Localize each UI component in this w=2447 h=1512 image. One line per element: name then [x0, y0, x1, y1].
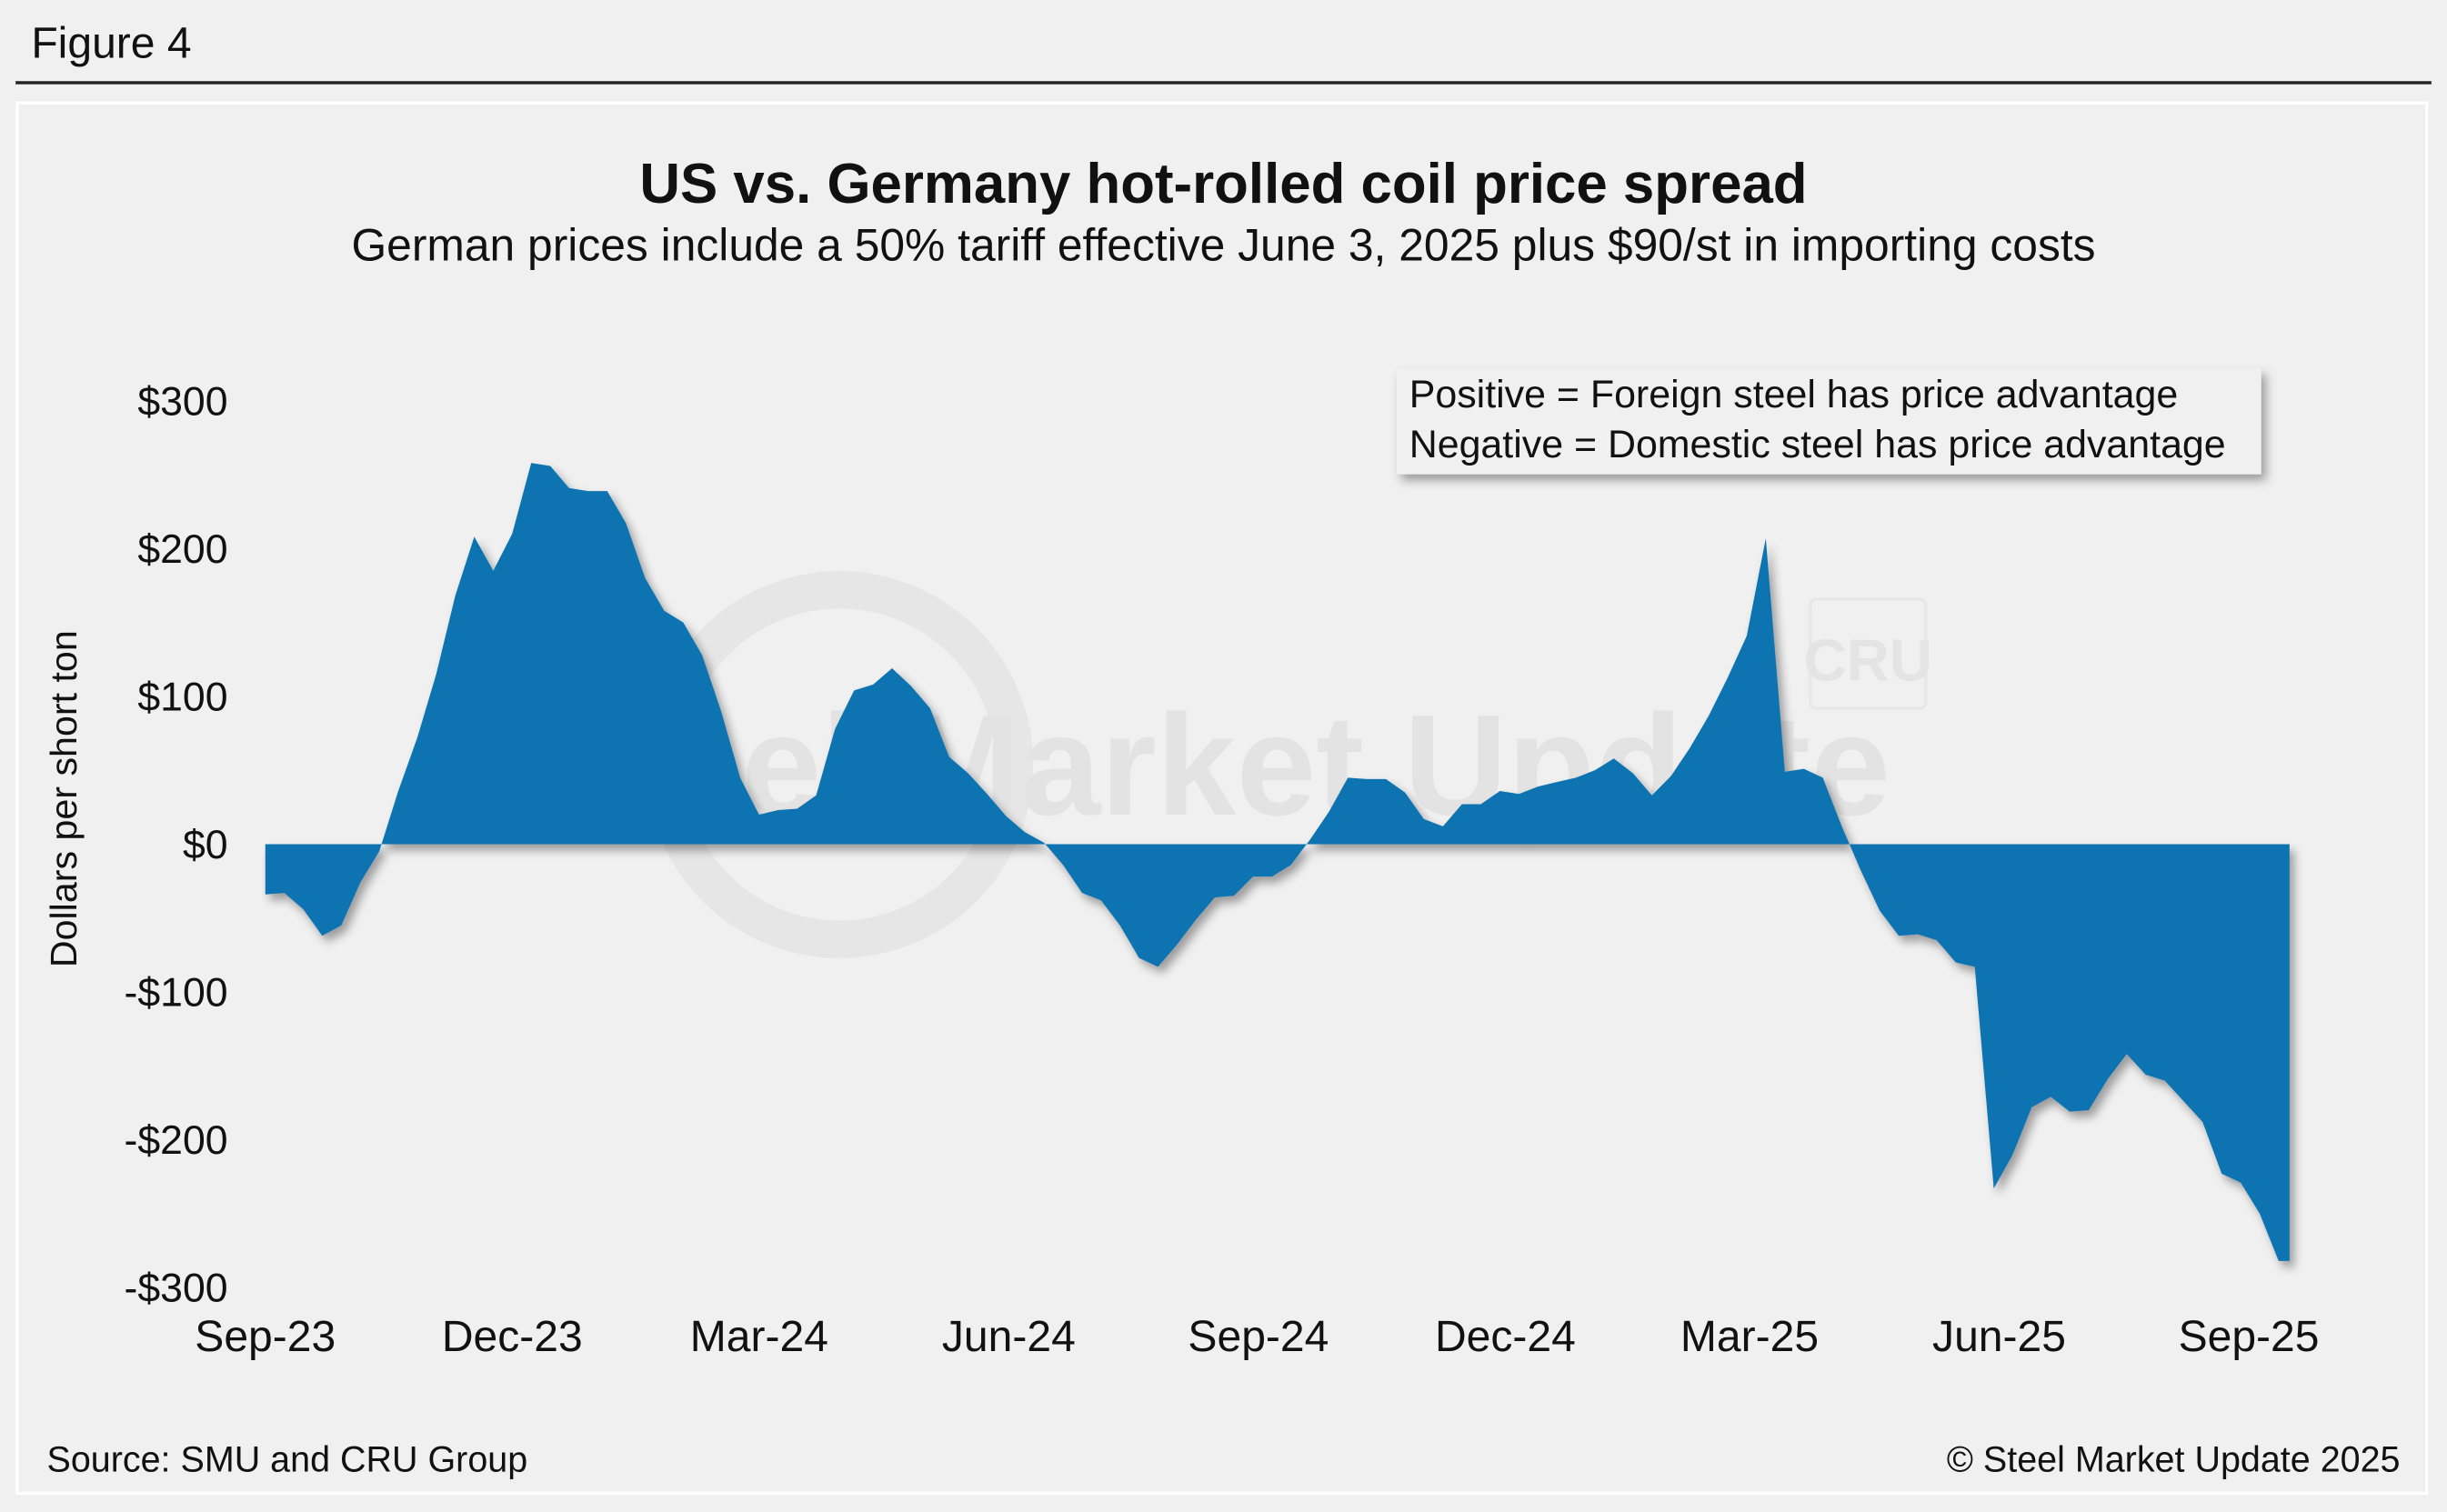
legend-positive: Positive = Foreign steel has price advan… [1409, 373, 2179, 417]
x-tick-label: Jun-24 [942, 1313, 1076, 1361]
figure-label: Figure 4 [31, 18, 192, 67]
y-tick-label: $0 [183, 823, 228, 867]
chart-title: US vs. Germany hot-rolled coil price spr… [639, 151, 1808, 215]
x-tick-label: Mar-24 [690, 1313, 828, 1361]
x-tick-label: Dec-24 [1435, 1313, 1576, 1361]
x-tick-label: Sep-24 [1188, 1313, 1329, 1361]
chart-panel [15, 101, 2429, 1496]
x-tick-label: Sep-23 [195, 1313, 336, 1361]
y-axis-label: Dollars per short ton [44, 630, 86, 968]
divider [15, 81, 2432, 84]
x-tick-label: Mar-25 [1680, 1313, 1819, 1361]
y-tick-label: -$200 [124, 1118, 227, 1163]
y-tick-label: -$100 [124, 970, 227, 1015]
y-tick-label: -$300 [124, 1266, 227, 1310]
cru-logo-text: CRU [1804, 626, 1932, 693]
cru-logo [1809, 597, 1928, 710]
x-tick-label: Sep-25 [2179, 1313, 2320, 1361]
chart-subtitle: German prices include a 50% tariff effec… [351, 221, 2096, 272]
x-tick-label: Dec-23 [442, 1313, 583, 1361]
y-tick-label: $300 [137, 379, 227, 424]
legend-note: Positive = Foreign steel has price advan… [1396, 368, 2261, 475]
copyright: © Steel Market Update 2025 [1946, 1438, 2401, 1479]
y-tick-label: $100 [137, 675, 227, 719]
legend-negative: Negative = Domestic steel has price adva… [1409, 423, 2226, 467]
source-note: Source: SMU and CRU Group [46, 1438, 528, 1479]
y-tick-label: $200 [137, 527, 227, 572]
x-tick-label: Jun-25 [1932, 1313, 2066, 1361]
spread-area [265, 463, 2290, 1261]
